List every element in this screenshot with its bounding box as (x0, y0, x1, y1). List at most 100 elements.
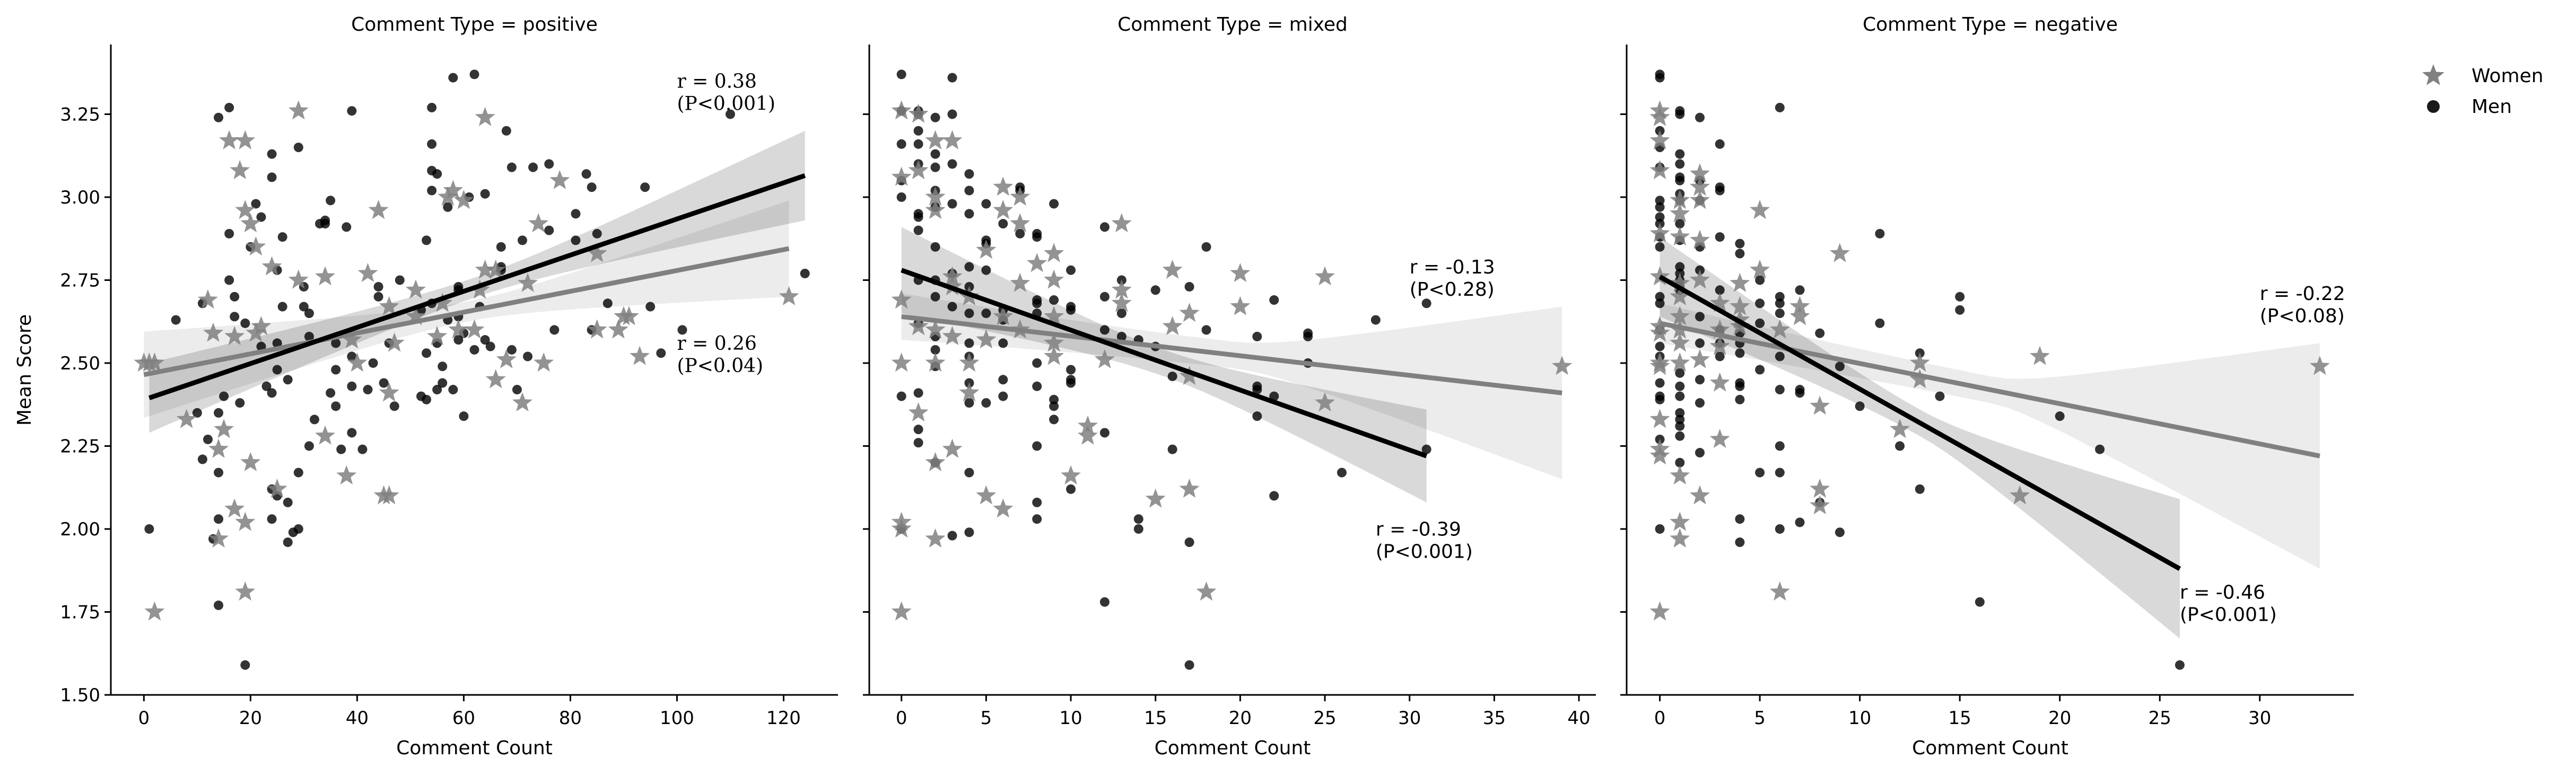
point-men (964, 169, 974, 179)
point-men (1032, 381, 1042, 391)
point-women (528, 213, 549, 233)
point-men (1066, 305, 1076, 315)
point-women (1670, 528, 1690, 548)
point-men (214, 468, 224, 478)
point-men (1675, 457, 1685, 468)
point-women (2030, 346, 2050, 365)
point-men (896, 192, 906, 202)
point-women (891, 601, 912, 621)
x-tick-label: 15 (1144, 708, 1167, 729)
point-men (1032, 441, 1042, 451)
point-men (331, 365, 341, 375)
point-men (947, 109, 957, 119)
y-tick-label: 1.50 (60, 685, 100, 706)
point-men (1755, 318, 1765, 328)
point-men (930, 112, 940, 122)
point-men (1775, 351, 1785, 361)
point-women (342, 329, 362, 349)
point-women (1890, 419, 1910, 438)
x-axis-label: Comment Count (396, 737, 553, 759)
correlation-annotation-men: (P<0.001) (677, 93, 775, 114)
point-men (998, 219, 1008, 229)
point-women (379, 382, 399, 402)
point-women (432, 293, 453, 312)
point-men (1675, 368, 1685, 378)
point-men (1735, 394, 1745, 404)
point-women (1670, 190, 1690, 209)
point-men (363, 385, 373, 395)
point-women (1709, 319, 1730, 339)
point-men (251, 199, 261, 209)
point-women (1670, 226, 1690, 246)
point-men (326, 388, 336, 398)
point-men (1675, 391, 1685, 401)
facet-0: Comment Type = positive 1.50 1.75 2.00 2.25 2… (60, 14, 838, 759)
point-men (1735, 537, 1745, 548)
point-men (1150, 285, 1160, 295)
point-men (1875, 318, 1885, 328)
point-women (384, 332, 405, 352)
point-women (1670, 352, 1690, 372)
point-men (592, 228, 602, 239)
point-women (1810, 495, 1830, 515)
point-women (891, 289, 912, 309)
point-men (1715, 351, 1725, 361)
point-men (1116, 308, 1127, 319)
point-men (1269, 491, 1279, 501)
point-women (1044, 243, 1064, 262)
point-women (368, 200, 389, 219)
point-women (534, 352, 554, 372)
point-men (896, 391, 906, 401)
point-men (1775, 298, 1785, 308)
point-women (1044, 306, 1064, 325)
point-women (2010, 485, 2030, 505)
y-tick-label: 2.25 (60, 436, 100, 457)
point-men (230, 292, 240, 302)
point-women (1709, 429, 1730, 448)
point-women (485, 369, 506, 389)
point-women (1230, 296, 1251, 315)
point-men (326, 196, 336, 206)
point-women (288, 269, 309, 289)
ci-band-women (901, 293, 1562, 480)
point-women (891, 166, 912, 186)
point-men (964, 209, 974, 219)
point-men (1655, 298, 1665, 308)
point-women (587, 319, 607, 339)
point-men (507, 345, 517, 355)
point-women (405, 306, 426, 325)
point-men (336, 444, 346, 454)
point-women (1094, 349, 1115, 368)
point-women (1730, 316, 1750, 336)
point-men (964, 186, 974, 196)
point-men (480, 189, 490, 199)
point-women (1196, 581, 1217, 601)
point-women (1810, 395, 1830, 415)
point-women (1649, 322, 1670, 342)
point-men (1715, 232, 1725, 242)
point-men (214, 514, 224, 524)
point-women (1315, 266, 1335, 286)
point-men (1755, 298, 1765, 308)
point-men (197, 454, 207, 464)
point-men (1735, 348, 1745, 358)
point-men (389, 401, 399, 411)
point-women (925, 352, 946, 372)
point-men (373, 292, 383, 302)
point-men (1655, 394, 1665, 404)
point-women (925, 319, 946, 339)
point-women (891, 518, 912, 538)
x-tick-label: 120 (766, 708, 801, 729)
point-men (571, 209, 581, 219)
x-tick-label: 10 (1848, 708, 1871, 729)
point-men (913, 225, 923, 235)
point-women (549, 170, 570, 189)
point-women (1769, 581, 1790, 601)
point-women (512, 392, 532, 412)
point-men (1675, 149, 1685, 159)
point-men (507, 162, 517, 172)
point-men (1695, 112, 1705, 122)
point-women (379, 485, 399, 505)
x-tick-label: 0 (1654, 708, 1666, 729)
